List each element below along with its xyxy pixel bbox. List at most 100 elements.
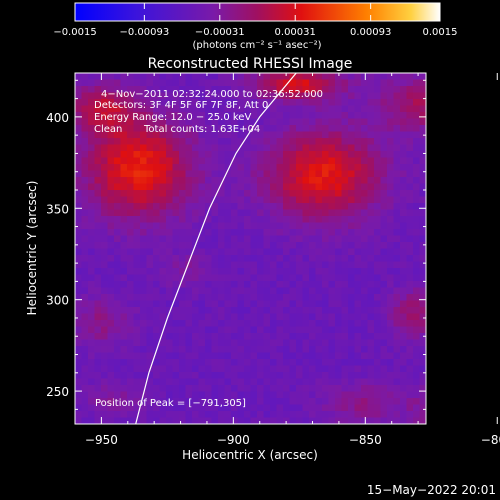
heatmap-cell <box>328 144 336 152</box>
heatmap-cell <box>250 190 258 198</box>
heatmap-cell <box>88 92 96 100</box>
heatmap-cell <box>218 385 226 393</box>
heatmap-cell <box>413 216 421 224</box>
heatmap-cell <box>400 378 408 386</box>
heatmap-cell <box>315 268 323 276</box>
heatmap-cell <box>146 170 154 178</box>
heatmap-cell <box>335 170 343 178</box>
heatmap-cell <box>400 138 408 146</box>
heatmap-cell <box>120 398 128 406</box>
heatmap-cell <box>211 99 219 107</box>
heatmap-cell <box>205 404 213 412</box>
heatmap-cell <box>244 177 252 185</box>
heatmap-cell <box>114 352 122 360</box>
heatmap-cell <box>120 261 128 269</box>
heatmap-cell <box>94 411 102 419</box>
heatmap-cell <box>348 92 356 100</box>
heatmap-cell <box>101 112 109 120</box>
heatmap-cell <box>361 385 369 393</box>
heatmap-cell <box>341 216 349 224</box>
heatmap-cell <box>406 372 414 380</box>
heatmap-cell <box>237 190 245 198</box>
heatmap-cell <box>127 183 135 191</box>
heatmap-cell <box>88 157 96 165</box>
heatmap-cell <box>361 73 369 81</box>
heatmap-cell <box>75 326 83 334</box>
heatmap-cell <box>107 255 115 263</box>
heatmap-cell <box>75 73 83 81</box>
heatmap-cell <box>315 398 323 406</box>
heatmap-cell <box>367 177 375 185</box>
heatmap-cell <box>296 346 304 354</box>
heatmap-cell <box>400 385 408 393</box>
heatmap-cell <box>75 151 83 159</box>
heatmap-cell <box>309 333 317 341</box>
heatmap-cell <box>309 73 317 81</box>
heatmap-cell <box>231 229 239 237</box>
heatmap-cell <box>276 352 284 360</box>
heatmap-cell <box>335 294 343 302</box>
heatmap-cell <box>146 326 154 334</box>
heatmap-cell <box>198 235 206 243</box>
heatmap-cell <box>107 183 115 191</box>
heatmap-cell <box>192 320 200 328</box>
heatmap-cell <box>296 274 304 282</box>
heatmap-cell <box>309 398 317 406</box>
heatmap-cell <box>192 99 200 107</box>
heatmap-cell <box>348 144 356 152</box>
heatmap-cell <box>75 333 83 341</box>
heatmap-cell <box>367 404 375 412</box>
heatmap-cell <box>114 385 122 393</box>
heatmap-cell <box>120 112 128 120</box>
heatmap-cell <box>406 92 414 100</box>
heatmap-cell <box>101 333 109 341</box>
heatmap-cell <box>133 268 141 276</box>
heatmap-cell <box>159 417 167 424</box>
heatmap-cell <box>107 411 115 419</box>
heatmap-cell <box>127 339 135 347</box>
heatmap-cell <box>302 164 310 172</box>
solar-limb-line <box>135 73 298 424</box>
heatmap-cell <box>315 294 323 302</box>
heatmap-cell <box>81 346 89 354</box>
heatmap-cell <box>88 196 96 204</box>
heatmap-cell <box>374 411 382 419</box>
heatmap-cell <box>322 118 330 126</box>
heatmap-cell <box>393 99 401 107</box>
heatmap-cell <box>400 274 408 282</box>
heatmap-cell <box>276 411 284 419</box>
heatmap-cell <box>309 281 317 289</box>
heatmap-cell <box>413 164 421 172</box>
heatmap-cell <box>393 287 401 295</box>
heatmap-cell <box>257 372 265 380</box>
heatmap-cell <box>276 417 284 424</box>
heatmap-cell <box>120 209 128 217</box>
heatmap-cell <box>380 203 388 211</box>
heatmap-cell <box>146 183 154 191</box>
heatmap-cell <box>218 281 226 289</box>
heatmap-cell <box>341 190 349 198</box>
heatmap-cell <box>192 307 200 315</box>
heatmap-cell <box>127 73 135 81</box>
heatmap-cell <box>88 125 96 133</box>
heatmap-cell <box>374 203 382 211</box>
heatmap-cell <box>94 112 102 120</box>
heatmap-cell <box>380 209 388 217</box>
heatmap-cell <box>88 300 96 308</box>
heatmap-cell <box>101 417 109 424</box>
heatmap-cell <box>263 144 271 152</box>
heatmap-cell <box>322 190 330 198</box>
heatmap-cell <box>289 404 297 412</box>
heatmap-cell <box>179 183 187 191</box>
heatmap-cell <box>335 138 343 146</box>
heatmap-cell <box>413 281 421 289</box>
heatmap-cell <box>289 307 297 315</box>
heatmap-cell <box>270 281 278 289</box>
heatmap-cell <box>263 235 271 243</box>
heatmap-cell <box>250 294 258 302</box>
heatmap-cell <box>244 209 252 217</box>
heatmap-cell <box>107 378 115 386</box>
heatmap-cell <box>146 235 154 243</box>
heatmap-cell <box>179 138 187 146</box>
heatmap-cell <box>244 248 252 256</box>
